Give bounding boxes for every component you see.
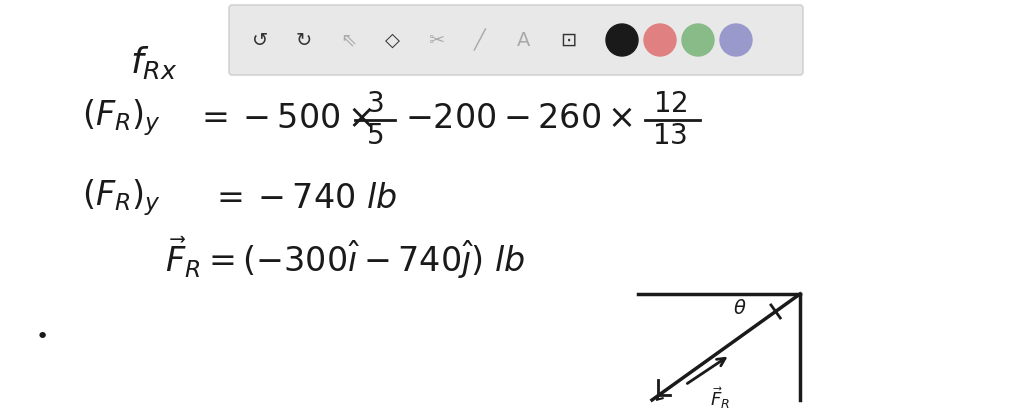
Text: $\theta$: $\theta$ [733, 299, 746, 318]
Text: $(\mathit{F}_R)_y$: $(\mathit{F}_R)_y$ [82, 178, 161, 218]
Text: $5$: $5$ [367, 122, 384, 150]
Text: A: A [517, 31, 530, 50]
Text: ◇: ◇ [384, 31, 399, 50]
Text: $\vec{F}_R$: $\vec{F}_R$ [710, 385, 730, 411]
Text: $(\mathit{F}_R)_y$: $(\mathit{F}_R)_y$ [82, 97, 161, 139]
Text: ╱: ╱ [474, 29, 485, 51]
Text: $= -740\ lb$: $= -740\ lb$ [210, 181, 397, 215]
Circle shape [720, 24, 752, 56]
Circle shape [682, 24, 714, 56]
Text: •: • [36, 327, 48, 347]
Text: ⇖: ⇖ [340, 31, 356, 50]
Text: ✂: ✂ [428, 31, 444, 50]
Text: $\vec{F}_R = (-300\hat{\imath}-740\hat{\jmath})\ lb$: $\vec{F}_R = (-300\hat{\imath}-740\hat{\… [165, 235, 525, 281]
FancyBboxPatch shape [229, 5, 803, 75]
Text: ↻: ↻ [296, 31, 312, 50]
Text: $\mathit{f}_{Rx}$: $\mathit{f}_{Rx}$ [130, 44, 177, 81]
Text: ⊡: ⊡ [560, 31, 577, 50]
Text: $= -500\times$: $= -500\times$ [195, 102, 373, 134]
Text: ↺: ↺ [252, 31, 268, 50]
Text: $12$: $12$ [652, 90, 687, 118]
Text: $3$: $3$ [367, 90, 384, 118]
Text: $-200 - 260\times$: $-200 - 260\times$ [406, 102, 633, 134]
Circle shape [606, 24, 638, 56]
Circle shape [644, 24, 676, 56]
Text: $13$: $13$ [652, 122, 687, 150]
